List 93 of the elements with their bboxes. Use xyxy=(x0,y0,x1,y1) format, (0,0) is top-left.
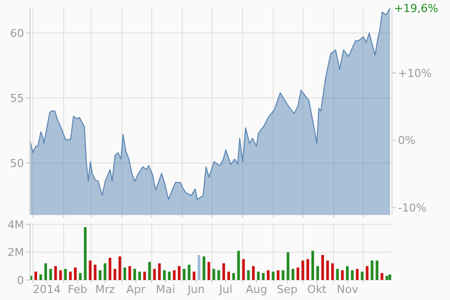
bar xyxy=(311,250,314,280)
bar xyxy=(276,270,280,280)
bar xyxy=(123,267,126,280)
bar xyxy=(256,272,260,280)
bar xyxy=(138,272,141,280)
x-tick-label: Nov xyxy=(336,282,359,296)
bar xyxy=(202,256,206,280)
bar xyxy=(222,263,226,280)
y-tick-label: 0 xyxy=(17,274,24,287)
bar xyxy=(326,260,329,280)
bar xyxy=(316,266,320,280)
bar xyxy=(192,272,196,280)
bar xyxy=(296,267,300,280)
bar xyxy=(341,270,344,280)
bar xyxy=(252,266,255,280)
bar xyxy=(370,260,374,280)
bar xyxy=(84,227,87,280)
bar xyxy=(306,259,310,280)
y-tick-label: 2M xyxy=(8,246,24,260)
x-tick-label: Apr xyxy=(126,282,146,296)
bar xyxy=(182,268,186,280)
bar xyxy=(158,263,161,280)
bar xyxy=(350,270,354,280)
bar xyxy=(376,260,378,280)
bar xyxy=(78,273,82,280)
bar xyxy=(49,268,52,280)
y2-tick-label: 0% xyxy=(398,134,416,148)
bar xyxy=(153,268,156,280)
bar xyxy=(198,254,200,280)
bar xyxy=(172,270,176,280)
bar xyxy=(133,268,136,280)
bar xyxy=(336,268,339,280)
y-tick-label: 55 xyxy=(10,92,24,105)
bar xyxy=(104,263,106,280)
bar xyxy=(44,263,48,280)
bar xyxy=(227,272,230,280)
bar xyxy=(380,273,384,280)
bar xyxy=(366,266,368,280)
bar xyxy=(108,258,112,280)
bar xyxy=(302,260,304,280)
bar xyxy=(114,268,116,280)
y-tick-label: 60 xyxy=(10,26,24,40)
y-tick-label: 50 xyxy=(10,156,24,170)
y-tick-label: 4M xyxy=(8,218,24,232)
x-tick-label: Sep xyxy=(276,282,298,296)
bar xyxy=(321,254,324,280)
bar xyxy=(208,262,210,280)
bar xyxy=(237,250,240,280)
bar xyxy=(212,268,216,280)
bar xyxy=(247,270,250,280)
bar xyxy=(59,270,62,280)
bar xyxy=(388,274,392,280)
bar xyxy=(272,272,274,280)
bar xyxy=(188,264,190,280)
bar xyxy=(286,252,290,280)
bar xyxy=(242,259,245,280)
x-tick-label: Mrz xyxy=(95,282,116,296)
x-tick-label: Mai xyxy=(156,282,176,296)
bar xyxy=(118,256,122,280)
bar xyxy=(54,266,57,280)
annotation: +19,6% xyxy=(394,2,438,16)
x-tick-label: Jun xyxy=(186,282,205,296)
y2-tick-label: +10% xyxy=(398,66,432,80)
bar xyxy=(282,270,284,280)
bar xyxy=(346,266,349,280)
x-tick-label: Feb xyxy=(68,282,88,296)
bar xyxy=(356,268,359,280)
x-tick-label: Aug xyxy=(246,282,268,296)
y2-tick-label: -10% xyxy=(398,202,426,214)
bar xyxy=(128,266,132,280)
bar xyxy=(39,274,42,280)
x-tick-label: Okt xyxy=(307,282,328,296)
bar xyxy=(94,264,96,280)
bar xyxy=(69,272,72,280)
bar xyxy=(232,273,235,280)
bar xyxy=(331,263,334,280)
bar xyxy=(88,260,92,280)
bar xyxy=(98,270,102,280)
bar xyxy=(217,270,220,280)
bar xyxy=(360,272,364,280)
bar xyxy=(163,270,166,280)
x-tick-label: 2014 xyxy=(32,282,61,296)
x-tick-label: Jul xyxy=(218,282,232,296)
bar xyxy=(292,268,294,280)
bar xyxy=(168,272,171,280)
bar xyxy=(262,273,265,280)
bar xyxy=(148,262,151,280)
bar xyxy=(178,266,181,280)
bar xyxy=(34,272,38,280)
bar xyxy=(74,267,77,280)
bar xyxy=(143,272,146,280)
bar xyxy=(266,270,270,280)
bar xyxy=(64,268,67,280)
